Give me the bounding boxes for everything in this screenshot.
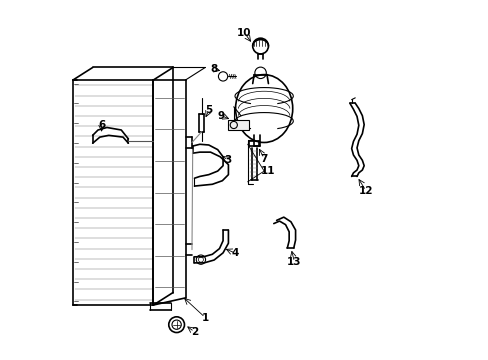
Text: 1: 1 [201, 312, 208, 323]
Text: 6: 6 [98, 120, 105, 130]
Text: 4: 4 [231, 248, 239, 258]
Text: 13: 13 [286, 257, 301, 267]
Text: 9: 9 [217, 111, 224, 121]
Text: 2: 2 [190, 327, 198, 337]
Text: 3: 3 [224, 156, 232, 165]
Text: 8: 8 [210, 64, 217, 74]
Text: 5: 5 [205, 105, 212, 115]
Text: 12: 12 [358, 186, 372, 196]
Text: 10: 10 [237, 28, 251, 38]
Text: 7: 7 [260, 154, 267, 163]
FancyBboxPatch shape [228, 120, 248, 130]
Text: 11: 11 [260, 166, 274, 176]
